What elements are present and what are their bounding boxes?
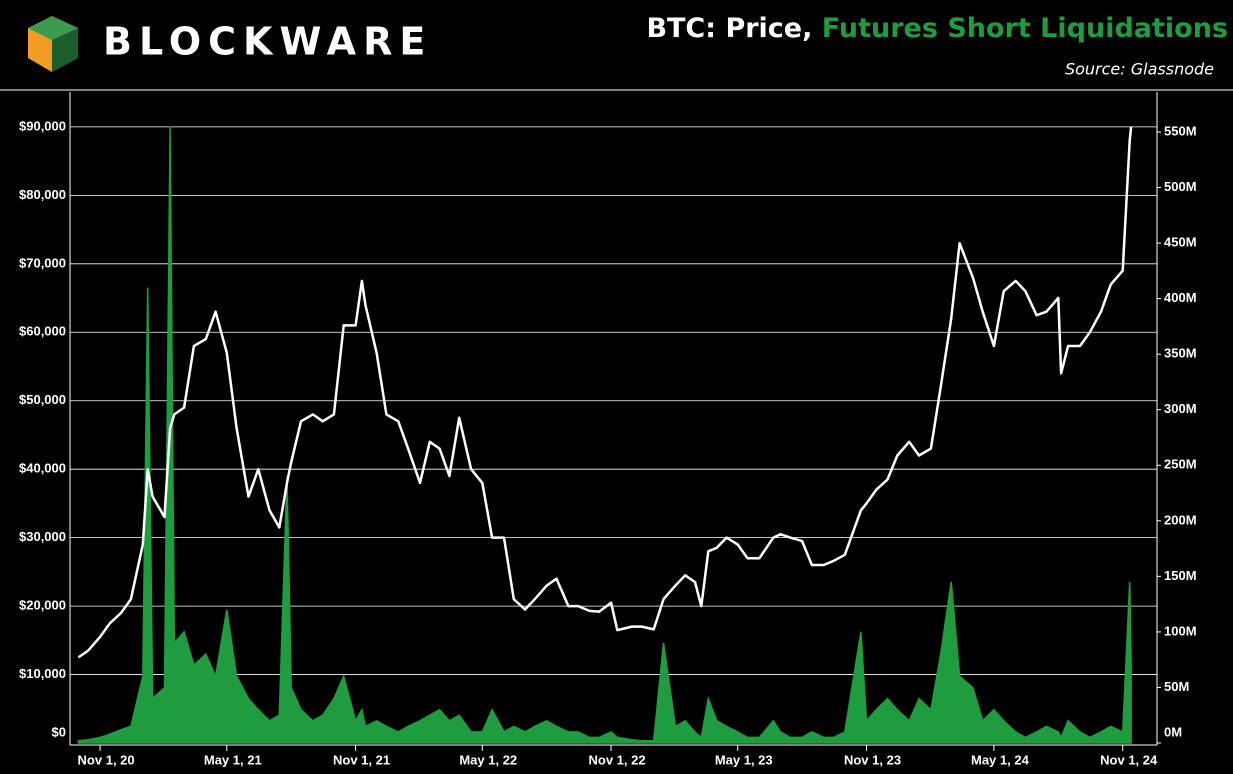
y-tick-label: $80,000: [19, 187, 66, 202]
chart-title: BTC: Price, Futures Short Liquidations: [646, 13, 1228, 44]
y-tick-label: $10,000: [19, 666, 66, 681]
grid: [70, 126, 1157, 675]
y2-tick-label: 300M: [1164, 401, 1197, 416]
y-tick-label: $50,000: [19, 392, 66, 407]
y2-tick-label: 50M: [1164, 679, 1189, 694]
x-tick-label: Nov 1, 22: [589, 752, 646, 767]
y2-tick-label: 500M: [1164, 179, 1197, 194]
title-part: Futures Short Liquidations: [822, 13, 1228, 44]
y2-tick-label: 450M: [1164, 235, 1197, 250]
y2-tick-label: 550M: [1164, 123, 1197, 138]
y2-tick-label: 0M: [1164, 724, 1182, 739]
y-tick-label: $30,000: [19, 529, 66, 544]
logo-icon: [28, 16, 78, 72]
y-tick-label: $20,000: [19, 598, 66, 613]
liquidations-area: [77, 126, 1132, 744]
x-tick-label: Nov 1, 20: [78, 752, 135, 767]
y2-tick-label: 200M: [1164, 512, 1197, 527]
price-line: [77, 126, 1133, 659]
x-tick-label: May 1, 21: [204, 752, 262, 767]
x-tick-label: Nov 1, 21: [333, 752, 390, 767]
y2-tick-label: 150M: [1164, 568, 1197, 583]
brand: BLOCKWARE: [103, 20, 432, 64]
y-tick-label: $70,000: [19, 255, 66, 270]
y-tick-label: $40,000: [19, 461, 66, 476]
title-part: BTC: Price,: [646, 13, 812, 44]
y2-tick-label: 350M: [1164, 346, 1197, 361]
x-tick-label: Nov 1, 24: [1100, 752, 1158, 767]
x-tick-label: Nov 1, 23: [844, 752, 901, 767]
y2-tick-label: 250M: [1164, 457, 1197, 472]
y2-tick-label: 100M: [1164, 623, 1197, 638]
y-tick-label: $90,000: [19, 118, 66, 133]
y-tick-label: $0: [52, 724, 66, 739]
y2-tick-label: 400M: [1164, 290, 1197, 305]
x-tick-label: May 1, 22: [459, 752, 517, 767]
y-tick-label: $60,000: [19, 324, 66, 339]
source: Source: Glassnode: [1065, 60, 1214, 79]
x-tick-label: May 1, 24: [971, 752, 1030, 767]
x-tick-label: May 1, 23: [715, 752, 773, 767]
